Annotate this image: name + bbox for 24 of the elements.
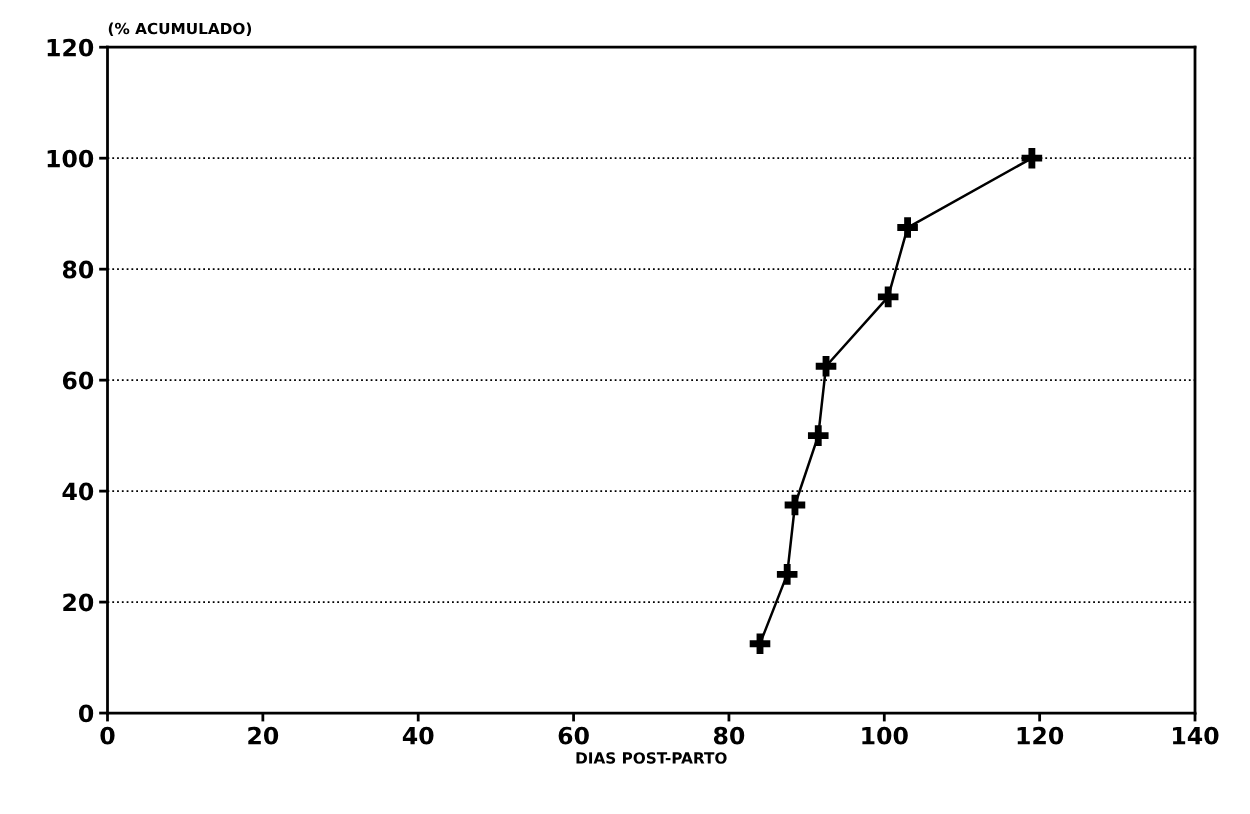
point	[776, 564, 798, 585]
y-tick-label: 20	[63, 593, 94, 612]
point	[815, 355, 837, 377]
point	[749, 633, 771, 654]
x-tick-label: 40	[402, 726, 434, 745]
x-tick-label: 140	[1173, 726, 1219, 745]
x-tick-label: 0	[100, 726, 115, 745]
y-axis-title: (% ACUMULADO)	[108, 22, 252, 37]
x-tick-label: 60	[558, 726, 589, 745]
x-axis-title: DIAS POST-PARTO	[576, 752, 727, 764]
y-tick-label: 100	[47, 149, 94, 168]
point	[1021, 147, 1043, 169]
point	[897, 217, 918, 238]
y-tick-label: 80	[62, 260, 94, 279]
y-tick-label: 60	[62, 371, 94, 390]
y-tick-label: 120	[47, 38, 94, 57]
y-tick-label: 40	[62, 482, 94, 501]
point	[807, 425, 829, 446]
x-tick-label: 100	[862, 726, 908, 745]
x-tick-label: 120	[1017, 726, 1064, 745]
point	[877, 286, 899, 308]
y-tick-label: 0	[79, 704, 94, 723]
x-tick-label: 20	[248, 726, 279, 745]
x-tick-label: 80	[713, 726, 745, 745]
